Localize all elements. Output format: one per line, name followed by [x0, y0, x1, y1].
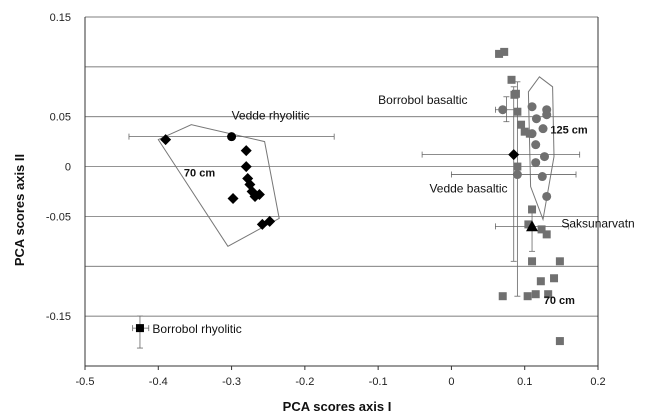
square-point	[500, 47, 509, 56]
y-tick-label: 0.05	[50, 112, 71, 124]
square-point	[513, 107, 522, 116]
square-point	[520, 127, 529, 136]
annotation-label: 125 cm	[550, 125, 588, 137]
square-point	[528, 257, 537, 266]
group-hull	[157, 124, 280, 247]
square-point	[510, 90, 519, 99]
y-tick-label: -0.15	[46, 311, 71, 323]
x-tick-label: -0.5	[76, 376, 95, 388]
square-point	[528, 205, 537, 214]
square-point	[513, 162, 522, 171]
x-tick-label: 0.2	[590, 376, 605, 388]
circle-point	[531, 114, 541, 124]
group-hull	[527, 76, 555, 222]
circle-point	[542, 110, 552, 120]
circle-point	[227, 132, 237, 142]
diamond-point	[508, 149, 520, 161]
x-tick-label: -0.3	[222, 376, 241, 388]
square-point	[550, 274, 559, 283]
square-point	[544, 290, 553, 299]
gridlines	[85, 16, 598, 317]
annotation-label: Vedde rhyolitic	[232, 109, 310, 123]
annotation-label: 70 cm	[184, 168, 215, 180]
diamond-point	[240, 145, 252, 157]
circle-point	[527, 102, 537, 112]
y-axis-title: PCA scores axis II	[12, 154, 27, 266]
x-axis-title: PCA scores axis I	[283, 399, 392, 414]
square-point	[537, 225, 546, 234]
square-point	[536, 277, 545, 286]
annotation-label: Vedde basaltic	[429, 181, 507, 195]
square-point	[555, 257, 564, 266]
diamond-point	[227, 192, 239, 204]
square-point	[498, 292, 507, 301]
circle-point	[538, 124, 548, 134]
y-tick-label: -0.05	[46, 211, 71, 223]
x-tick-label: -0.1	[369, 376, 388, 388]
diamond-point	[253, 188, 265, 200]
diamond-point	[160, 134, 172, 146]
square-point	[517, 120, 526, 129]
annotation-label: Saksunarvatn	[561, 216, 634, 230]
diamond-point	[240, 161, 252, 173]
circle-point	[537, 172, 547, 182]
diamond-point	[264, 215, 276, 227]
data-points	[135, 47, 564, 346]
tick-labels: -0.5 -0.4 -0.3 -0.2 -0.1 0 0.1 0.2 0.15 0.05 0 -0.0…	[46, 12, 606, 388]
x-tick-label: 0	[448, 376, 454, 388]
error-bars	[128, 81, 581, 349]
annotation-label: Borrobol basaltic	[378, 93, 467, 107]
circle-point	[498, 105, 508, 115]
square-point	[523, 292, 532, 301]
square-point	[524, 220, 533, 229]
square-point	[507, 75, 516, 84]
circle-point	[527, 129, 537, 139]
annotation-label: Borrobol rhyolitic	[152, 322, 241, 336]
square-point	[531, 290, 540, 299]
square-point	[135, 324, 144, 333]
x-tick-label: -0.4	[149, 376, 168, 388]
square-point	[555, 337, 564, 346]
group-outlines	[157, 76, 555, 247]
circle-point	[540, 152, 550, 162]
circle-point	[531, 140, 541, 150]
x-tick-label: 0.1	[517, 376, 532, 388]
annotation-label: 70 cm	[544, 295, 575, 307]
x-tick-label: -0.2	[295, 376, 314, 388]
triangle-point	[526, 220, 539, 232]
axes	[84, 17, 599, 370]
y-tick-label: 0.15	[50, 12, 71, 24]
square-point	[495, 49, 504, 58]
square-point	[542, 230, 551, 239]
y-tick-label: 0	[65, 162, 71, 174]
circle-point	[542, 191, 552, 201]
circle-point	[512, 170, 522, 180]
circle-point	[531, 158, 541, 168]
annotations: Vedde rhyolitic 70 cm Borrobol basaltic 125…	[152, 93, 634, 336]
